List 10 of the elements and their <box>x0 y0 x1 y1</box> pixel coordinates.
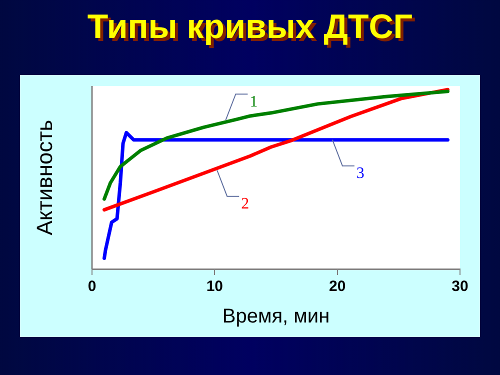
x-tick-label: 10 <box>206 278 224 296</box>
annotation: 1 <box>250 93 258 110</box>
x-tick-label: 0 <box>88 278 96 296</box>
x-tick-label: 30 <box>452 278 468 296</box>
y-axis-title: Активность <box>32 120 58 236</box>
chart-title: Типы кривых ДТСГ <box>86 8 414 47</box>
annotation: 2 <box>241 196 250 213</box>
x-tick-label: 20 <box>328 278 346 296</box>
annotation: 3 <box>356 165 364 182</box>
x-axis-title: Время, мин <box>222 306 330 328</box>
